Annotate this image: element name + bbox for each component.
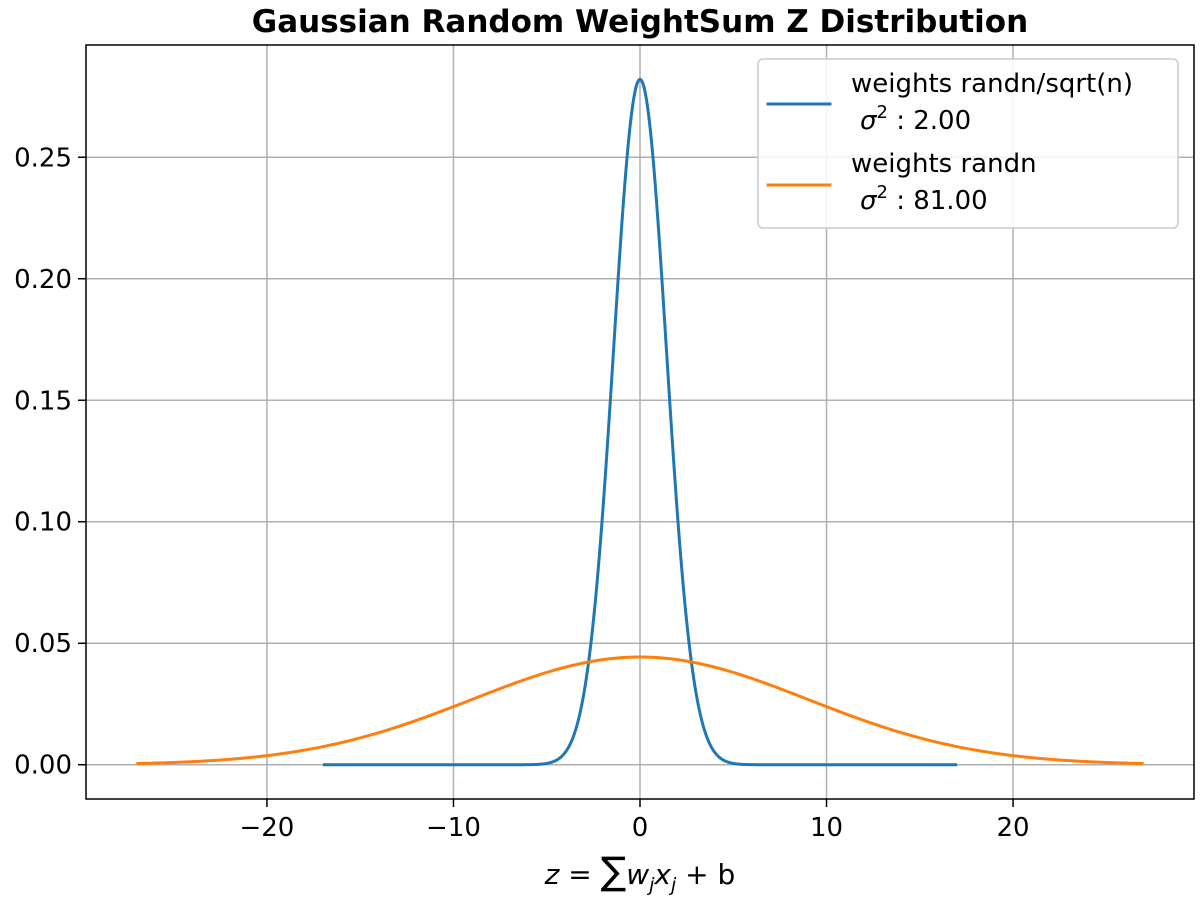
y-tick-label: 0.25 (14, 143, 72, 173)
grid-layer (86, 45, 1194, 799)
x-tick-label: 0 (632, 813, 649, 843)
legend-box (757, 58, 1179, 229)
x-tick-label: −20 (239, 813, 294, 843)
y-tick-label: 0.00 (14, 751, 72, 781)
x-tick-label: 10 (810, 813, 843, 843)
legend-entry-1-line2: σ2 : 81.00 (860, 182, 988, 216)
legend-entry-1-line1: weights randn (851, 149, 1037, 179)
y-tick-label: 0.05 (14, 629, 72, 659)
y-tick-label: 0.15 (14, 386, 72, 416)
x-axis-label: z = ∑wjxj + b (544, 849, 736, 896)
tick-layer: −20 −10 0 10 20 0.00 0.05 0.10 0.15 0.20 0.25 (14, 143, 1030, 843)
y-tick-label: 0.20 (14, 265, 72, 295)
series-line-0 (322, 77, 958, 767)
legend: weights randn/sqrt(n) σ2 : 2.00 weights … (757, 58, 1179, 229)
series-layer (136, 77, 1144, 767)
x-tick-label: 20 (997, 813, 1030, 843)
y-tick-label: 0.10 (14, 508, 72, 538)
series-line-1 (136, 655, 1144, 766)
legend-entry-0-line1: weights randn/sqrt(n) (851, 69, 1133, 99)
x-tick-label: −10 (426, 813, 481, 843)
legend-entry-0-line2: σ2 : 2.00 (860, 102, 971, 136)
chart-title: Gaussian Random WeightSum Z Distribution (252, 4, 1028, 40)
